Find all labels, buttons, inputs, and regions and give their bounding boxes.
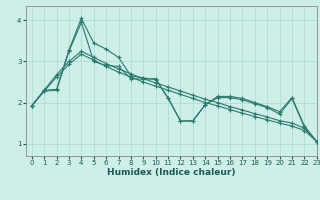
X-axis label: Humidex (Indice chaleur): Humidex (Indice chaleur) — [107, 168, 236, 177]
